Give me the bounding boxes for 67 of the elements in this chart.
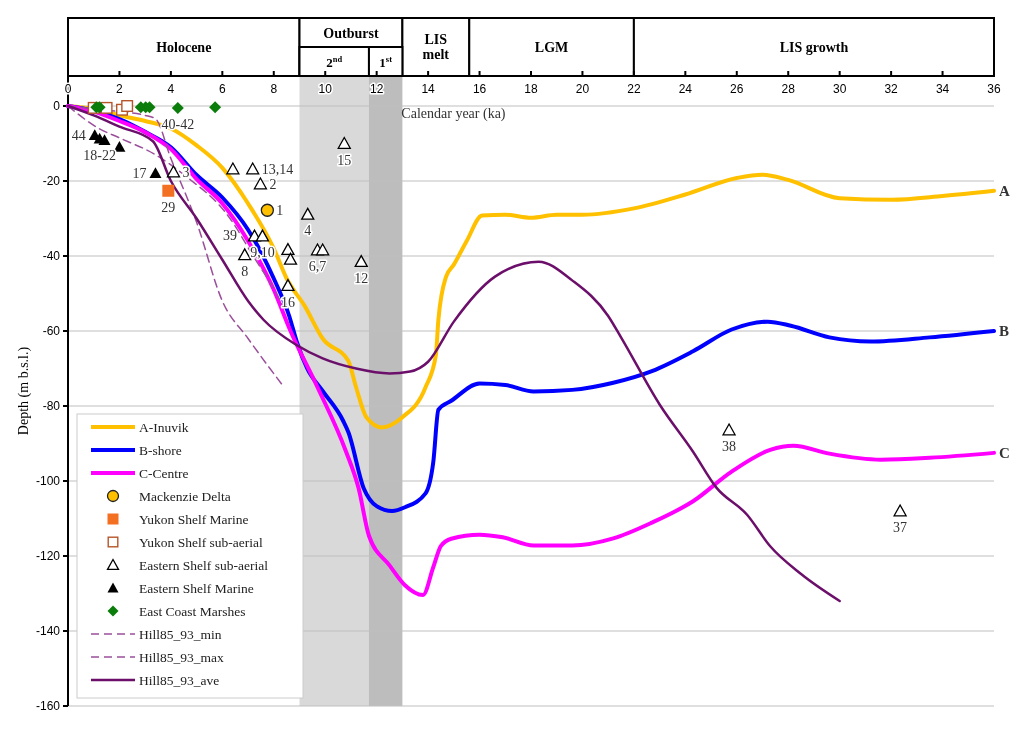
x-tick-label: 20 xyxy=(575,82,590,96)
x-tick-label: 24 xyxy=(678,82,693,96)
x-tick-label: 4 xyxy=(167,82,175,96)
x-tick-label: 34 xyxy=(935,82,950,96)
legend-label: B-shore xyxy=(139,443,182,458)
x-tick-label: 36 xyxy=(987,82,1001,96)
x-tick-label: 10 xyxy=(318,82,333,96)
annotation: 2 xyxy=(269,177,277,192)
annotation: 13,14 xyxy=(261,162,294,177)
x-tick-label: 22 xyxy=(627,82,641,96)
x-tick-label: 16 xyxy=(472,82,487,96)
series-label: LIS melt xyxy=(422,32,450,62)
annotation: 44 xyxy=(71,128,86,144)
annotation: 17 xyxy=(132,166,147,182)
legend-label: Yukon Shelf sub-aerial xyxy=(139,535,263,550)
series-label: LIS growth xyxy=(779,40,849,55)
y-tick-label: 0 xyxy=(53,99,61,113)
y-tick-label: -80 xyxy=(42,399,61,413)
y-tick-label: -120 xyxy=(35,549,61,563)
x-tick-label: 30 xyxy=(832,82,847,96)
legend-label: C-Centre xyxy=(139,466,189,481)
legend-label: Mackenzie Delta xyxy=(139,489,231,504)
legend-label: Eastern Shelf Marine xyxy=(139,581,254,596)
annotation: 29 xyxy=(161,199,176,215)
x-tick-label: 28 xyxy=(781,82,796,96)
legend-label: Hill85_93_min xyxy=(139,627,222,642)
y-tick-label: -140 xyxy=(35,624,61,638)
band-label: 2$^{nd}$ xyxy=(326,53,343,70)
y-tick-label: -160 xyxy=(35,699,61,713)
x-tick-label: 18 xyxy=(524,82,538,96)
annotation: 4 xyxy=(304,223,312,239)
series-label: Outburst xyxy=(323,25,379,41)
annotation: 37 xyxy=(893,520,908,535)
legend-label: East Coast Marshes xyxy=(139,604,246,619)
x-tick-label: 26 xyxy=(730,82,744,96)
annotation: 18-22 xyxy=(83,147,116,163)
annotation: 39 xyxy=(223,227,238,243)
legend-label: Hill85_93_ave xyxy=(139,673,220,688)
y-tick-label: -100 xyxy=(35,474,61,488)
band-label: 1$^{st}$ xyxy=(379,53,393,70)
annotation: 8 xyxy=(241,263,249,279)
annotation: 12 xyxy=(354,270,369,286)
x-tick-label: 12 xyxy=(369,82,384,96)
x-tick-label: 32 xyxy=(884,82,899,96)
y-axis-title: Depth (m b.s.l.) xyxy=(16,346,32,436)
x-axis-title: Calendar year (ka) xyxy=(401,106,506,122)
series-label: LGM xyxy=(534,40,569,55)
x-tick-label: 6 xyxy=(218,82,226,96)
x-tick-label: 2 xyxy=(116,82,124,96)
x-tick-label: 8 xyxy=(270,82,278,96)
annotation: 38 xyxy=(722,439,737,454)
annotation: C xyxy=(999,444,1010,461)
annotation: 15 xyxy=(337,152,352,168)
annotation: B xyxy=(999,323,1010,339)
annotation: 6,7 xyxy=(308,259,327,274)
legend-label: Eastern Shelf sub-aerial xyxy=(139,558,269,573)
y-tick-label: -40 xyxy=(42,249,61,263)
y-tick-label: -20 xyxy=(42,174,61,188)
series-label: Holocene xyxy=(156,40,212,55)
legend-label: Yukon Shelf Marine xyxy=(139,512,249,527)
annotation: 1 xyxy=(276,203,284,219)
y-tick-label: -60 xyxy=(42,324,61,338)
legend-label: A-Inuvik xyxy=(139,420,189,435)
legend-label: Hill85_93_max xyxy=(139,650,224,665)
x-tick-label: 14 xyxy=(421,82,436,96)
annotation: A xyxy=(999,182,1010,199)
annotation: 40-42 xyxy=(161,116,195,132)
